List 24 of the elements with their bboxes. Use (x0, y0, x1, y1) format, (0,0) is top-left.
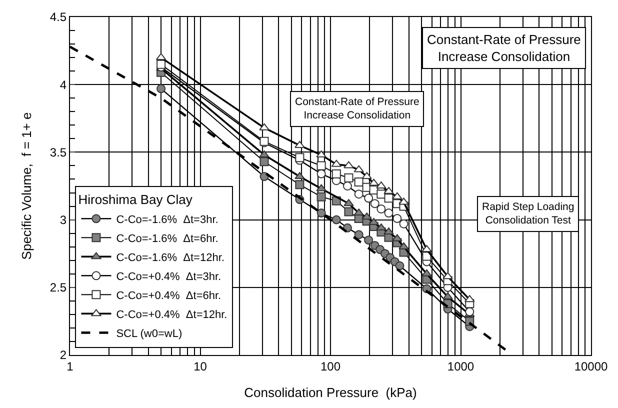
x-tick-label: 1 (66, 359, 74, 374)
annotation: Constant-Rate of Pressure Increase Consolidation (427, 32, 581, 64)
y-tick-label: 2 (60, 348, 67, 362)
y-tick-label: 3.5 (50, 145, 67, 160)
legend-label: C-Co=+0.4% Δt=6hr. (116, 290, 222, 302)
legend-label: C-Co=+0.4% Δt=12hr. (116, 308, 228, 321)
x-tick-label: 100 (320, 359, 341, 374)
y-tick-label: 2.5 (50, 280, 67, 295)
y-tick-label: 4 (60, 78, 67, 92)
y-tick-label: 3 (60, 213, 67, 227)
legend-label: C-Co=-1.6% Δt=12hr. (116, 252, 224, 264)
annotation: Constant-Rate of Pressure Increase Consolidation (295, 96, 420, 122)
y-axis-title: Specific Volume, f = 1+ e (18, 112, 34, 260)
legend-label: C-Co=-1.6% Δt=6hr. (116, 232, 218, 245)
legend-label: C-Co=+0.4% Δt=3hr. (116, 270, 222, 283)
annotation: Rapid Step Loading Consolidation Test (482, 201, 574, 227)
legend-title: Hiroshima Bay Clay (78, 192, 193, 208)
legend-label: SCL (w0=wL) (116, 328, 182, 340)
x-axis-title: Consolidation Pressure (kPa) (244, 385, 417, 400)
legend-label: C-Co=-1.6% Δt=3hr. (116, 214, 218, 226)
x-tick-label: 10000 (574, 359, 608, 374)
y-tick-label: 4.5 (50, 10, 67, 24)
x-tick-label: 1000 (447, 359, 474, 374)
x-tick-label: 10 (194, 359, 208, 374)
